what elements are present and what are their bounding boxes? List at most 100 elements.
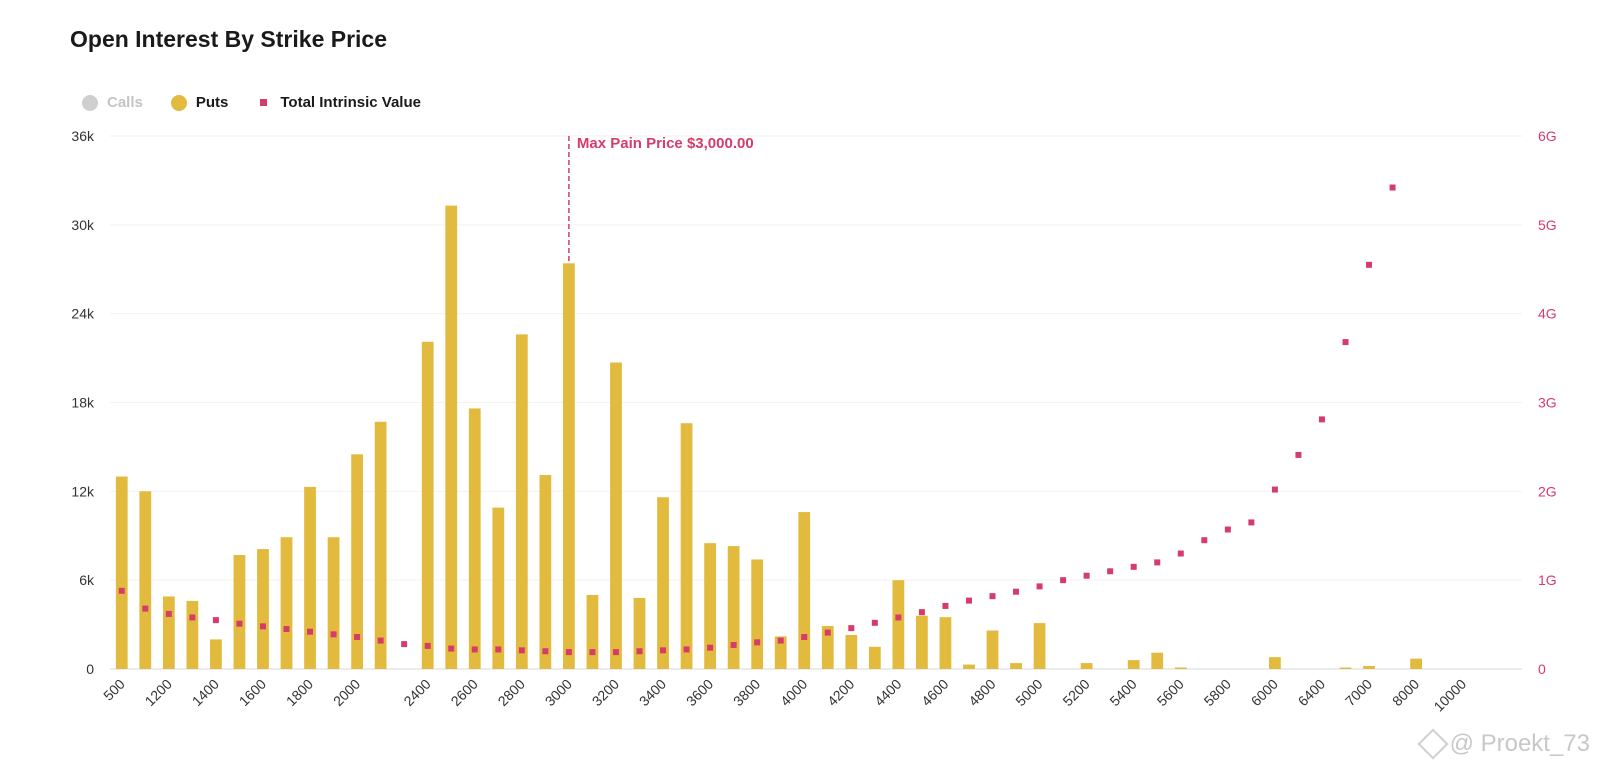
x-axis-tick-label: 2800 — [495, 676, 528, 709]
tiv-point — [565, 649, 572, 656]
y-axis-tick-label: 24k — [71, 306, 95, 322]
legend-puts[interactable]: Puts — [170, 94, 229, 111]
tiv-point — [1318, 416, 1325, 423]
puts-bar — [563, 263, 575, 669]
chart-legend: Calls Puts Total Intrinsic Value — [82, 94, 421, 111]
x-axis-tick-label: 3600 — [683, 676, 716, 709]
tiv-point — [165, 610, 172, 617]
tiv-point — [1224, 526, 1231, 533]
puts-bar — [257, 549, 269, 669]
x-axis-tick-label: 1800 — [283, 676, 316, 709]
x-axis-tick-label: 500 — [100, 676, 128, 704]
puts-bar — [280, 537, 293, 669]
tiv-point — [236, 620, 243, 627]
tiv-point — [871, 619, 878, 626]
puts-bar — [445, 205, 458, 669]
puts-bar — [774, 636, 787, 669]
puts-bar — [374, 421, 387, 669]
tiv-point — [354, 634, 361, 641]
puts-bar — [1033, 623, 1046, 669]
puts-legend-marker-icon — [170, 94, 187, 111]
puts-bar — [139, 491, 152, 669]
puts-bar — [539, 475, 552, 669]
puts-bar — [1339, 667, 1352, 669]
puts-bar — [351, 454, 363, 669]
tiv-point — [707, 644, 714, 651]
puts-bar — [633, 597, 646, 669]
puts-bar — [916, 615, 928, 669]
puts-bar — [798, 512, 811, 669]
tiv-point — [424, 642, 431, 649]
y2-axis-tick-label: 0 — [1538, 661, 1546, 677]
puts-bar — [680, 423, 693, 669]
tiv-point — [401, 641, 408, 648]
watermark-logo-icon — [1417, 728, 1449, 760]
tiv-legend-marker-icon — [260, 99, 268, 106]
tiv-point — [918, 609, 925, 616]
puts-bar — [657, 497, 669, 669]
y2-axis-tick-label: 3G — [1538, 395, 1557, 411]
tiv-point — [118, 587, 125, 594]
calls-legend-marker-icon — [82, 94, 98, 111]
tiv-point — [589, 649, 596, 656]
tiv-point — [1036, 583, 1043, 590]
x-axis-tick-label: 5800 — [1201, 676, 1234, 709]
x-axis-tick-label: 5400 — [1106, 676, 1139, 709]
puts-bar — [1363, 666, 1375, 669]
puts-bar — [727, 546, 740, 669]
puts-bar — [939, 617, 952, 669]
tiv-point — [1154, 559, 1161, 566]
x-axis-tick-label: 5200 — [1059, 676, 1092, 709]
tiv-point — [307, 628, 314, 635]
puts-bar — [1151, 652, 1164, 669]
watermark: @ Proekt_73 — [1417, 728, 1590, 760]
x-axis-tick-label: 2600 — [448, 676, 481, 709]
puts-bar — [704, 543, 716, 669]
tiv-point — [1271, 486, 1278, 493]
puts-bar — [845, 634, 858, 669]
puts-bar — [210, 639, 222, 669]
tiv-point — [777, 637, 784, 644]
x-axis-tick-label: 1400 — [189, 676, 222, 709]
x-axis-tick-label: 2400 — [400, 676, 433, 709]
x-axis-tick-label: 8000 — [1389, 676, 1422, 709]
x-axis-tick-label: 1200 — [142, 676, 175, 709]
tiv-point — [660, 647, 667, 654]
tiv-point — [683, 646, 690, 653]
legend-total-intrinsic-value[interactable]: Total Intrinsic Value — [256, 94, 421, 111]
x-axis-tick-label: 2000 — [330, 676, 363, 709]
tiv-point — [1366, 261, 1373, 268]
tiv-point — [942, 602, 949, 609]
puts-bar — [1174, 667, 1187, 669]
puts-bar — [327, 537, 340, 669]
y-axis-tick-label: 36k — [71, 128, 95, 144]
puts-bar — [986, 630, 999, 669]
puts-bar — [751, 559, 764, 669]
x-axis-tick-label: 3400 — [636, 676, 669, 709]
legend-calls-label: Calls — [107, 94, 143, 111]
y-axis-tick-label: 0 — [86, 661, 94, 677]
y-axis-tick-label: 18k — [71, 395, 95, 411]
puts-bar — [1010, 663, 1022, 669]
legend-calls[interactable]: Calls — [82, 94, 143, 111]
y2-axis-tick-label: 1G — [1538, 572, 1557, 588]
puts-bar — [892, 580, 905, 669]
puts-bar — [162, 596, 175, 669]
x-axis-tick-label: 6400 — [1295, 676, 1328, 709]
x-axis-tick-label: 4200 — [824, 676, 857, 709]
tiv-point — [1130, 563, 1137, 570]
puts-bar — [186, 600, 199, 669]
puts-bar — [821, 626, 834, 669]
tiv-point — [612, 649, 619, 656]
puts-bar — [586, 594, 599, 669]
legend-puts-label: Puts — [195, 94, 229, 111]
tiv-point — [259, 623, 266, 630]
x-axis-tick-label: 5600 — [1154, 676, 1187, 709]
y2-axis-tick-label: 6G — [1538, 128, 1557, 144]
puts-bar — [1269, 657, 1281, 669]
puts-bar — [1410, 658, 1422, 669]
puts-bar — [233, 554, 246, 669]
chart-title: Open Interest By Strike Price — [70, 26, 388, 52]
watermark-text: @ Proekt_73 — [1449, 730, 1590, 757]
